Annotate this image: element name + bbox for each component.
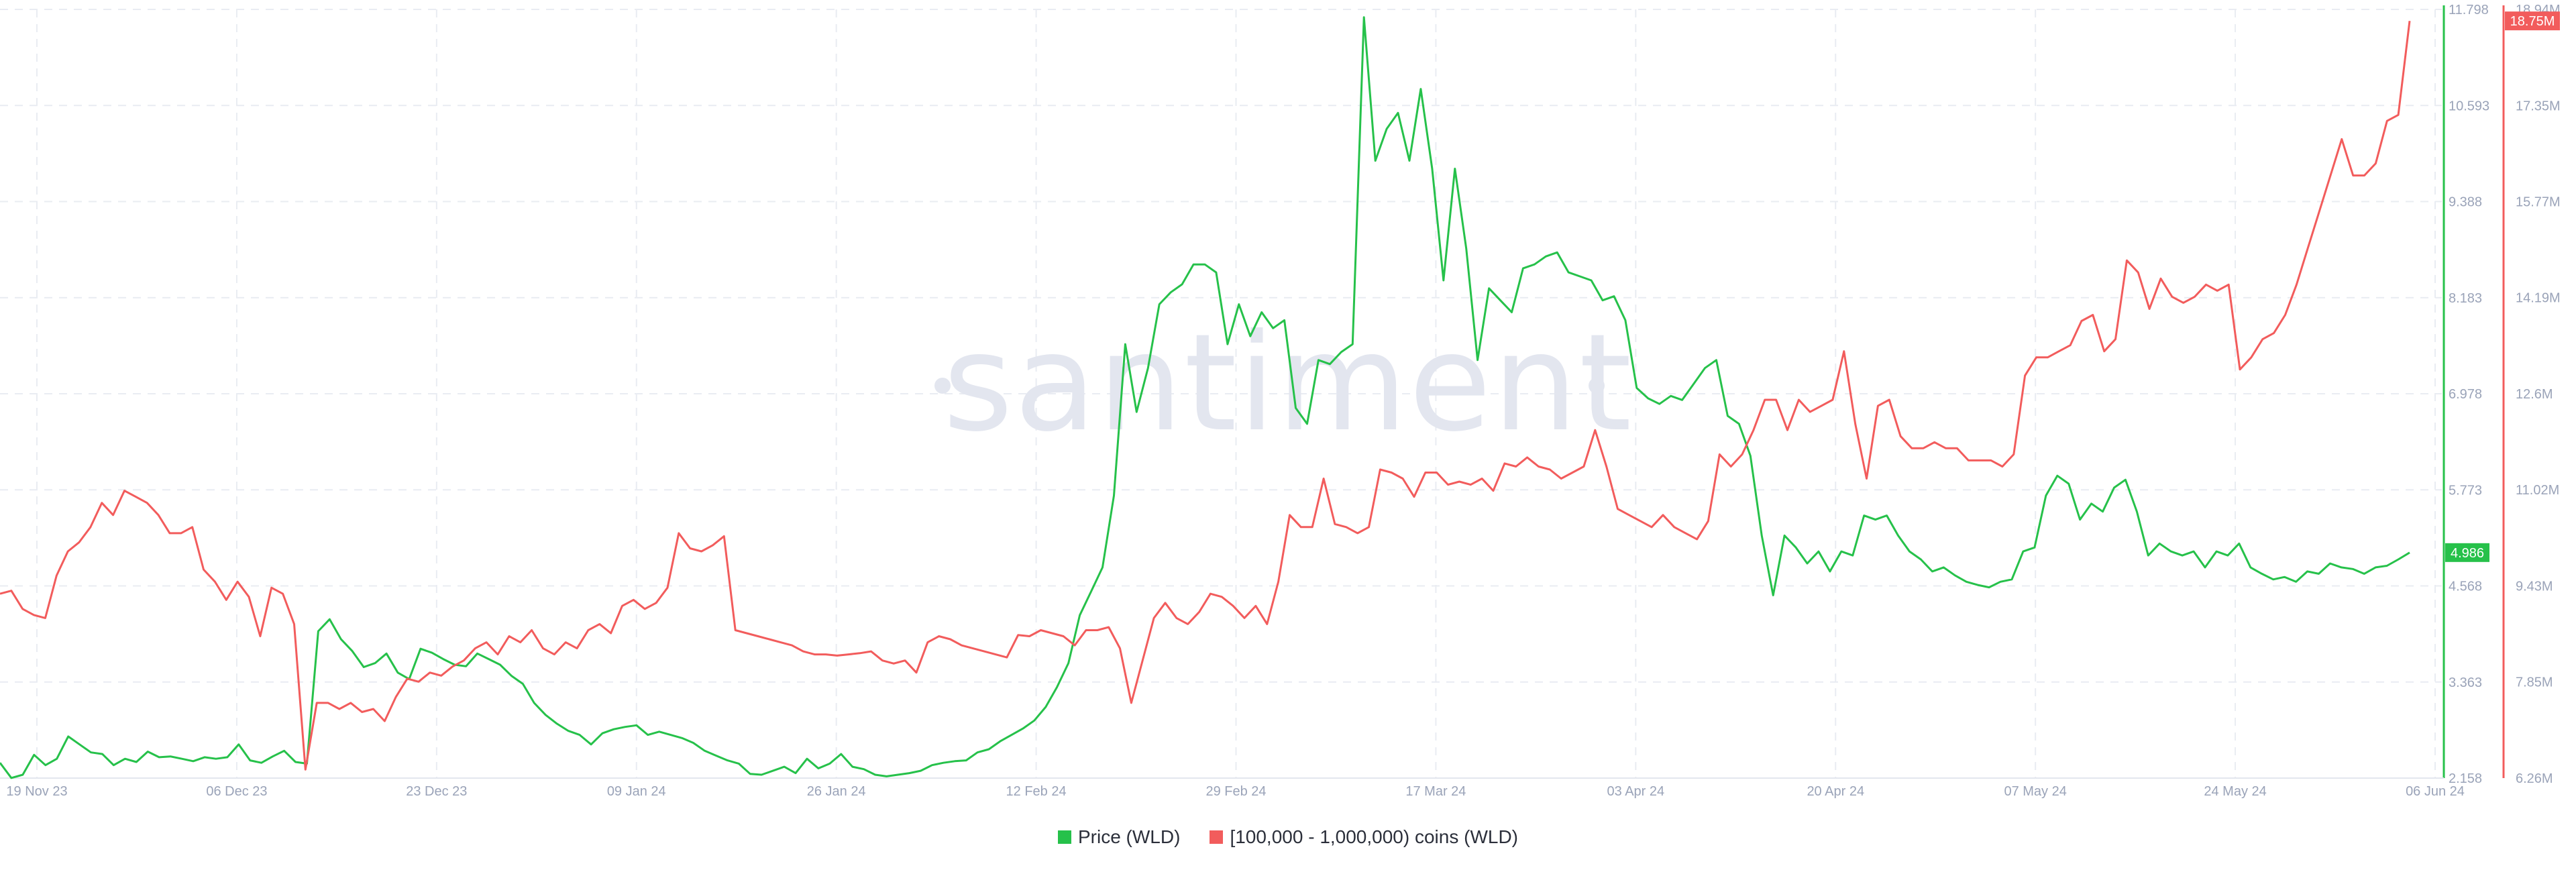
y-left-tick-label: 5.773: [2449, 483, 2482, 498]
gridlines: [0, 9, 2442, 779]
x-tick-label: 06 Dec 23: [206, 784, 267, 799]
y-right-tick-label: 17.35M: [2516, 99, 2561, 114]
y-left-tick-label: 6.978: [2449, 387, 2482, 402]
x-tick-label: 23 Dec 23: [406, 784, 467, 799]
y-right-tick-label: 7.85M: [2516, 675, 2553, 690]
price-swatch-icon: [1057, 830, 1071, 844]
y-right-tick-label: 11.02M: [2516, 483, 2559, 498]
x-tick-label: 29 Feb 24: [1205, 784, 1266, 799]
price-current-badge: [2445, 543, 2489, 562]
y-right-tick-label: 9.43M: [2516, 580, 2553, 594]
y-right-tick-label: 6.26M: [2516, 771, 2553, 786]
x-tick-label: 17 Mar 24: [1405, 784, 1466, 799]
holders-current-value: 18.75M: [2510, 14, 2555, 29]
legend-holders-label: [100,000 - 1,000,000) coins (WLD): [1230, 826, 1518, 847]
y-right-tick-label: 12.6M: [2516, 387, 2553, 402]
x-tick-label: 07 May 24: [2004, 784, 2066, 799]
y-left-tick-label: 9.388: [2449, 195, 2482, 210]
holders-series-line[interactable]: [0, 21, 2411, 771]
axes: 2.158 3.363 4.568 5.773 6.978 8.183 9.388 10.59…: [0, 3, 2561, 799]
y-left-tick-label: 4.568: [2449, 580, 2482, 594]
chart-legend: Price (WLD) [100,000 - 1,000,000) coins …: [0, 824, 2576, 851]
y-right-tick-label: 15.77M: [2516, 195, 2561, 210]
legend-item-price[interactable]: Price (WLD): [1057, 826, 1181, 848]
y-left-tick-label: 11.798: [2449, 3, 2489, 17]
x-tick-label: 09 Jan 24: [607, 784, 666, 799]
santiment-watermark: santiment: [934, 305, 1633, 461]
y-left-tick-label: 3.363: [2449, 675, 2482, 690]
series-lines[interactable]: [0, 16, 2411, 779]
x-tick-label: 03 Apr 24: [1607, 784, 1665, 799]
y-left-tick-label: 10.593: [2449, 99, 2489, 113]
price-current-value: 4.986: [2451, 546, 2484, 561]
x-tick-label: 26 Jan 24: [807, 784, 866, 799]
holders-swatch-icon: [1210, 830, 1224, 844]
y-left-tick-label: 2.158: [2449, 771, 2482, 786]
y-left-tick-label: 8.183: [2449, 291, 2482, 306]
x-tick-label: 24 May 24: [2204, 784, 2266, 799]
x-tick-label: 12 Feb 24: [1006, 784, 1067, 799]
legend-item-holders[interactable]: [100,000 - 1,000,000) coins (WLD): [1210, 826, 1518, 848]
current-value-badges: 4.986 18.75M: [2445, 11, 2560, 562]
legend-price-label: Price (WLD): [1077, 826, 1181, 847]
watermark-text: santiment: [943, 305, 1633, 461]
price-series-line[interactable]: [0, 16, 2410, 779]
x-tick-label: 06 Jun 24: [2406, 784, 2465, 799]
x-tick-label: 20 Apr 24: [1807, 784, 1864, 799]
holders-current-badge: [2505, 11, 2560, 31]
y-right-tick-label: 14.19M: [2516, 290, 2561, 305]
x-tick-label: 19 Nov 23: [6, 784, 67, 799]
